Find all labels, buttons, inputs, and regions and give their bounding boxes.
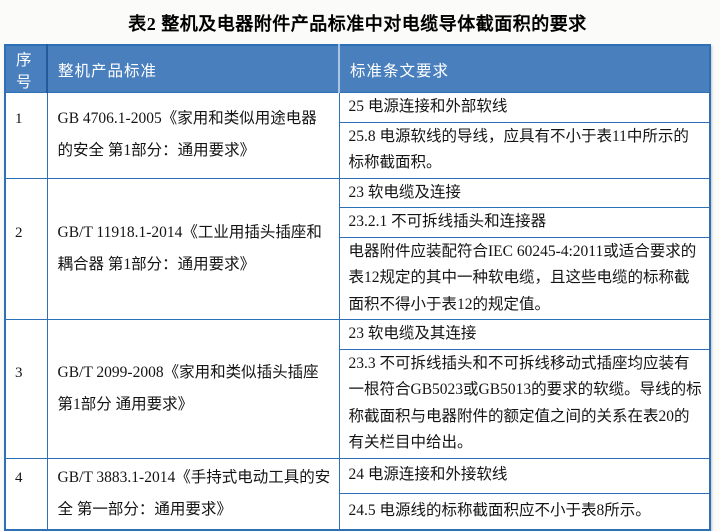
- requirement-cell: 25 电源连接和外部软线: [338, 92, 711, 123]
- standard-name-cell: GB 4706.1-2005《家用和类似用途电器的安全 第1部分：通用要求》: [46, 92, 340, 179]
- document-page: 表2 整机及电器附件产品标准中对电缆导体截面积的要求 序号 整机产品标准 标准条…: [4, 14, 711, 531]
- requirement-cell: 23.3 不可拆线插头和不可拆线移动式插座均应装有一根符合GB5023或GB50…: [338, 348, 711, 459]
- row-number-cell: 1: [4, 92, 48, 179]
- standard-name-cell: GB/T 3883.1-2014《手持式电动工具的安全 第一部分：通用要求》: [46, 457, 340, 530]
- requirement-cell: 25.8 电源软线的导线，应具有不小于表11中所示的标称截面积。: [338, 121, 711, 179]
- table-header-row: 序号 整机产品标准 标准条文要求: [4, 44, 711, 93]
- row-number-cell: 4: [4, 457, 48, 530]
- requirement-cell: 23.2.1 不可拆线插头和连接器: [338, 207, 711, 238]
- header-col-requirement: 标准条文要求: [338, 44, 711, 93]
- table-row: 4 GB/T 3883.1-2014《手持式电动工具的安全 第一部分：通用要求》…: [4, 457, 711, 530]
- table-row: 2 GB/T 11918.1-2014《工业用插头插座和耦合器 第1部分：通用要…: [4, 177, 711, 320]
- standard-name-cell: GB/T 2099-2008《家用和类似插头插座 第1部分 通用要求》: [46, 319, 340, 459]
- requirement-cell: 23 软电缆及其连接: [338, 319, 711, 350]
- requirement-cell: 24.5 电源线的标称截面积应不小于表8所示。: [338, 492, 711, 531]
- table-row: 23.2.1 不可拆线插头和连接器: [5, 207, 711, 238]
- table-row: 电器附件应装配符合IEC 60245-4:2011或适合要求的表12规定的其中一…: [5, 236, 711, 320]
- requirement-cell: 电器附件应装配符合IEC 60245-4:2011或适合要求的表12规定的其中一…: [338, 236, 711, 320]
- table-row: 25.8 电源软线的导线，应具有不小于表11中所示的标称截面积。: [5, 121, 711, 179]
- row-number-cell: 2: [4, 177, 48, 320]
- standard-name-cell: GB/T 11918.1-2014《工业用插头插座和耦合器 第1部分：通用要求》: [46, 177, 340, 320]
- standards-requirements-table: 序号 整机产品标准 标准条文要求 1 GB 4706.1-2005《家用和类似用…: [4, 44, 711, 531]
- requirement-cell: 23 软电缆及连接: [338, 177, 711, 208]
- table-row: 23.3 不可拆线插头和不可拆线移动式插座均应装有一根符合GB5023或GB50…: [5, 348, 711, 459]
- table-row: 3 GB/T 2099-2008《家用和类似插头插座 第1部分 通用要求》 23…: [4, 319, 711, 459]
- requirement-cell: 24 电源连接和外接软线: [338, 457, 711, 494]
- table-title: 表2 整机及电器附件产品标准中对电缆导体截面积的要求: [128, 14, 587, 34]
- row-number-cell: 3: [4, 319, 48, 459]
- header-col-no: 序号: [4, 44, 48, 93]
- table-row: 1 GB 4706.1-2005《家用和类似用途电器的安全 第1部分：通用要求》…: [4, 92, 711, 179]
- header-col-standard: 整机产品标准: [46, 44, 340, 93]
